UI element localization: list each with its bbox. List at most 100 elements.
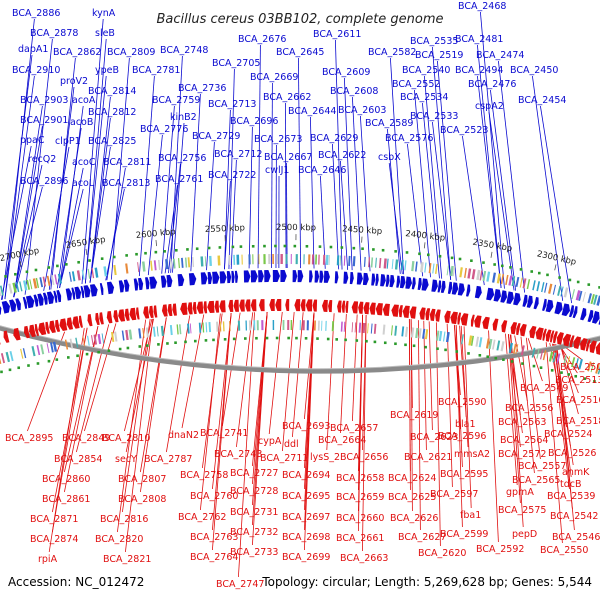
gene-arrow xyxy=(65,288,72,301)
callout-line xyxy=(238,312,255,578)
gene-label-reverse: BCA_2565 xyxy=(512,475,560,486)
callout-line xyxy=(563,346,583,361)
cog-block xyxy=(236,254,240,265)
cog-block xyxy=(593,294,598,305)
gene-label-reverse: BCA_2563 xyxy=(498,417,546,428)
cog-block xyxy=(121,330,125,341)
gene-label-reverse: BCA_2762 xyxy=(178,512,226,523)
cog-block xyxy=(596,295,600,306)
marker-dot xyxy=(163,250,166,253)
cog-block xyxy=(520,345,525,356)
cog-block xyxy=(97,333,102,345)
gene-arrow xyxy=(314,270,320,283)
cog-block xyxy=(424,329,429,340)
gene-arrow xyxy=(542,328,547,341)
cog-block xyxy=(32,278,38,289)
cog-block xyxy=(198,322,202,333)
callout-line xyxy=(532,75,564,301)
marker-dot xyxy=(0,370,3,374)
cog-block xyxy=(228,254,231,266)
callout-line xyxy=(422,102,440,279)
marker-dot xyxy=(244,337,247,340)
callout-line xyxy=(27,331,66,432)
cog-block xyxy=(482,270,487,282)
cog-block xyxy=(420,262,424,273)
gene-arrow xyxy=(138,277,144,291)
reverse-cog-band xyxy=(0,320,600,375)
cog-block xyxy=(410,327,415,338)
cog-block xyxy=(386,258,389,269)
gene-arrow xyxy=(362,272,369,286)
backbone-highlight xyxy=(0,325,600,370)
cog-block xyxy=(492,339,496,350)
cog-block xyxy=(486,271,491,282)
gene-label-forward: ppaC xyxy=(20,135,45,146)
cog-block xyxy=(46,275,51,286)
gene-label-reverse: BCA_2732 xyxy=(230,527,278,538)
gene-label-forward: BCA_2756 xyxy=(158,153,206,164)
gene-label-reverse: BCA_2550 xyxy=(540,545,588,556)
gene-label-forward: BCA_2552 xyxy=(392,79,440,90)
cog-block xyxy=(93,334,98,345)
gene-arrow xyxy=(309,270,313,283)
cog-block xyxy=(71,271,76,282)
callout-line xyxy=(488,330,499,543)
gene-label-reverse: BCA_2626 xyxy=(390,513,438,524)
gene-label-forward: BCA_2476 xyxy=(468,79,516,90)
cog-block xyxy=(575,358,579,369)
gene-label-reverse: BCA_2733 xyxy=(230,547,278,558)
tick-label: 2500 kbp xyxy=(276,223,316,234)
cog-block xyxy=(418,328,422,339)
gene-label-forward: acoB xyxy=(70,117,93,128)
cog-block xyxy=(306,320,309,331)
gene-arrow xyxy=(1,300,10,314)
cog-block xyxy=(556,353,561,364)
backbone-ring xyxy=(0,325,600,374)
marker-dot xyxy=(100,257,104,260)
gene-arrow xyxy=(457,312,462,325)
cog-block xyxy=(322,254,326,265)
gene-label-forward: BCA_2825 xyxy=(88,136,136,147)
gene-arrow xyxy=(411,277,416,290)
gene-arrow xyxy=(349,272,354,285)
cog-block xyxy=(31,346,36,357)
marker-dot xyxy=(223,337,227,341)
gene-arrow xyxy=(106,281,115,295)
cog-block xyxy=(536,281,541,292)
cog-block xyxy=(432,263,435,274)
cog-block xyxy=(64,339,69,350)
callout-line xyxy=(228,68,235,270)
gene-arrow xyxy=(106,310,113,324)
marker-dot xyxy=(372,248,375,251)
marker-dot xyxy=(212,338,215,342)
gene-arrow xyxy=(53,290,58,303)
cog-block xyxy=(415,261,418,272)
gene-label-reverse: BCA_2624 xyxy=(388,473,436,484)
tick-mark xyxy=(155,240,157,247)
cog-block xyxy=(248,320,252,331)
cog-block xyxy=(308,254,311,265)
gene-arrow xyxy=(118,280,125,293)
callout-line xyxy=(520,336,535,474)
gene-label-forward: BCA_2494 xyxy=(455,65,503,76)
callout-line xyxy=(230,159,237,269)
callout-line xyxy=(117,319,147,533)
cog-block xyxy=(411,261,415,272)
callout-line xyxy=(81,18,104,285)
cog-block xyxy=(339,255,342,266)
gene-arrow xyxy=(500,290,508,303)
marker-dot xyxy=(47,359,51,363)
cog-block xyxy=(245,320,248,331)
gene-arrow xyxy=(429,308,436,322)
cog-block xyxy=(401,326,405,337)
marker-dot xyxy=(444,348,447,352)
cog-block xyxy=(290,254,292,265)
gene-arrow xyxy=(492,318,499,331)
gene-arrow xyxy=(166,274,173,288)
callout-line xyxy=(446,323,453,488)
gene-label-reverse: BCA_2821 xyxy=(103,554,151,565)
gene-arrow xyxy=(556,332,564,345)
gene-label-reverse: BCA_2542 xyxy=(550,511,598,522)
callout-line xyxy=(360,115,371,272)
gene-arrow xyxy=(38,322,47,336)
